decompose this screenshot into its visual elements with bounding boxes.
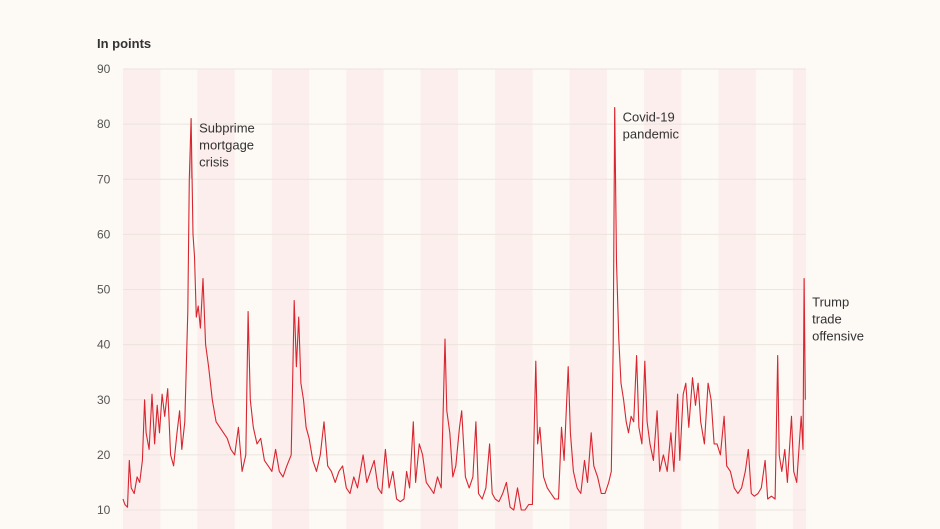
annotation-text: Trump — [812, 294, 849, 309]
y-tick-label: 80 — [97, 117, 111, 131]
year-band — [718, 69, 756, 529]
annotation-text: trade — [812, 311, 842, 326]
y-tick-label: 20 — [97, 448, 111, 462]
y-tick-label: 60 — [97, 227, 111, 241]
year-band — [123, 69, 161, 529]
year-band — [346, 69, 384, 529]
year-band — [420, 69, 458, 529]
annotation-text: crisis — [199, 155, 229, 170]
y-axis-unit-label: In points — [97, 36, 152, 51]
annotations: Subprime mortgage crisis Covid-19 pandemic Tr… — [199, 110, 864, 344]
gridlines — [123, 68, 806, 511]
y-tick-label: 40 — [97, 338, 111, 352]
y-tick-label: 10 — [97, 503, 111, 517]
volatility-line — [122, 107, 806, 511]
annotation-text: offensive — [812, 328, 864, 343]
year-band — [271, 69, 310, 529]
annotation-text: Covid-19 — [623, 110, 675, 125]
y-axis-ticks: 10 20 30 40 50 60 70 80 90 — [97, 62, 111, 517]
year-band — [569, 69, 607, 529]
annotation-text: pandemic — [623, 127, 680, 142]
y-tick-label: 90 — [97, 62, 111, 76]
annotation-text: Subprime — [199, 121, 255, 136]
y-tick-label: 50 — [97, 283, 111, 297]
annotation-text: mortgage — [199, 138, 254, 153]
y-tick-label: 70 — [97, 172, 111, 186]
year-band — [495, 69, 533, 529]
y-tick-label: 30 — [97, 393, 111, 407]
